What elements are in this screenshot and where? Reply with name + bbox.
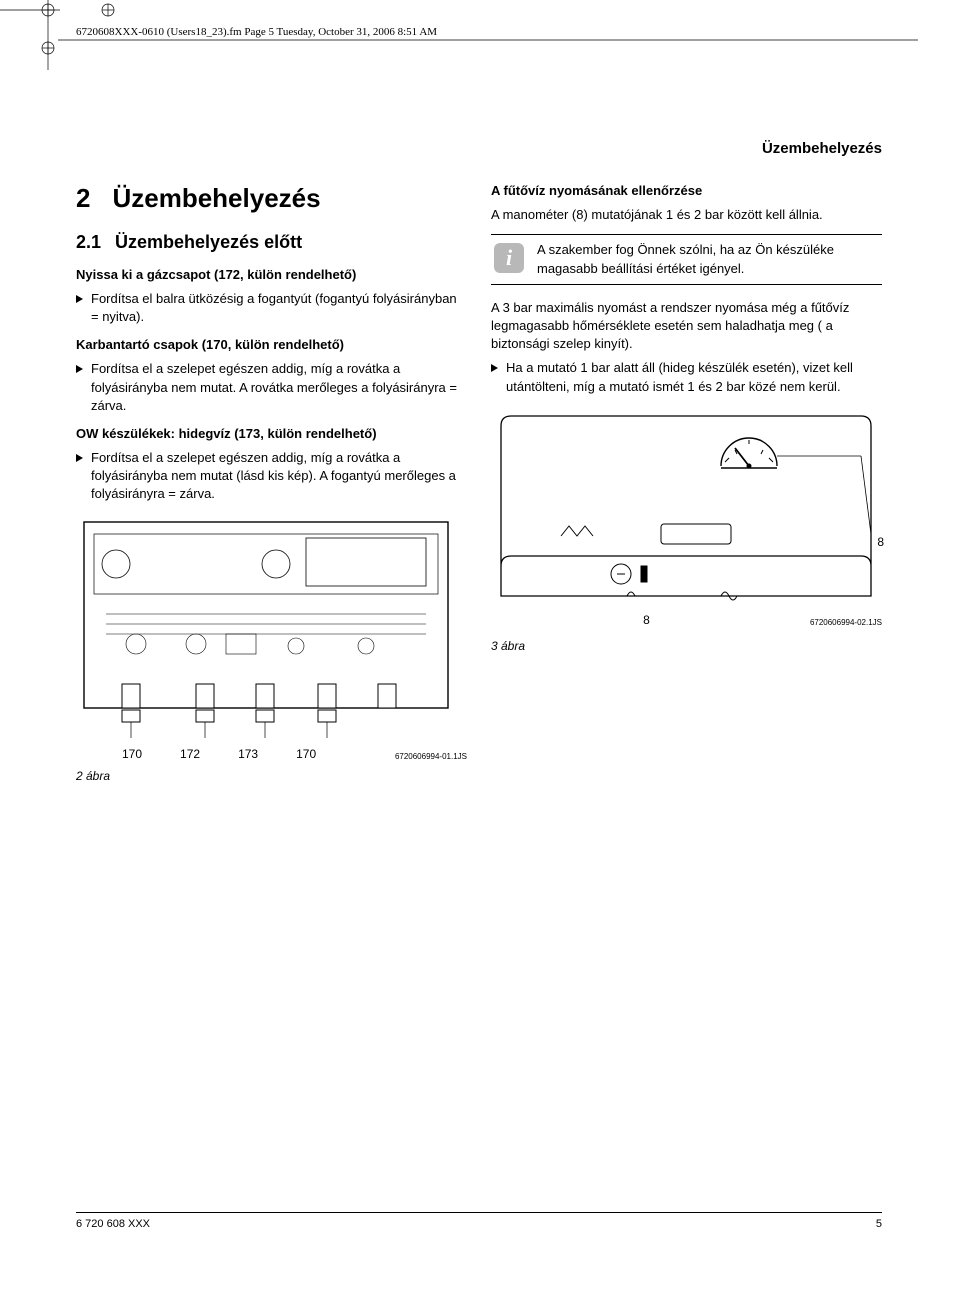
step-title: Karbantartó csapok (170, külön rendelhet…: [76, 336, 467, 354]
step-title: Nyissa ki a gázcsapot (172, külön rendel…: [76, 266, 467, 284]
instruction-text: Fordítsa el a szelepet egészen addig, mí…: [91, 449, 467, 504]
figure-caption: 2 ábra: [76, 768, 467, 785]
figure-caption: 3 ábra: [491, 638, 882, 655]
footer-doc-id: 6 720 608 XXX: [76, 1217, 150, 1232]
port-label: 170: [296, 746, 316, 763]
page-number: 5: [876, 1217, 882, 1232]
instruction-item: Fordítsa el a szelepet egészen addig, mí…: [76, 360, 467, 415]
bullet-icon: [491, 364, 498, 372]
port-labels: 170 172 173 170: [122, 746, 316, 763]
partial-id-left: 8: [643, 612, 650, 629]
boiler-connections-diagram: [76, 514, 456, 744]
instruction-text: Fordítsa el balra ütközésig a fogantyút …: [91, 290, 467, 326]
bullet-icon: [76, 295, 83, 303]
page-footer: 6 720 608 XXX 5: [76, 1212, 882, 1232]
body-text: A manométer (8) mutatójának 1 és 2 bar k…: [491, 206, 882, 224]
page-content: 2 Üzembehelyezés 2.1 Üzembehelyezés előt…: [76, 180, 882, 785]
port-label: 172: [180, 746, 200, 763]
port-label: 173: [238, 746, 258, 763]
callout-label-8: 8: [877, 534, 884, 551]
port-label: 170: [122, 746, 142, 763]
instruction-item: Fordítsa el a szelepet egészen addig, mí…: [76, 449, 467, 504]
info-icon: i: [494, 243, 524, 273]
section-title: Üzembehelyezés: [112, 180, 320, 216]
section-heading-2: 2.1 Üzembehelyezés előtt: [76, 230, 467, 255]
left-column: 2 Üzembehelyezés 2.1 Üzembehelyezés előt…: [76, 180, 467, 785]
info-text: A szakember fog Önnek szólni, ha az Ön k…: [537, 241, 882, 277]
subsection-title: Üzembehelyezés előtt: [115, 230, 302, 255]
subsection-number: 2.1: [76, 230, 101, 255]
instruction-text: Fordítsa el a szelepet egészen addig, mí…: [91, 360, 467, 415]
info-icon-wrap: i: [491, 241, 527, 277]
body-text: A 3 bar maximális nyomást a rendszer nyo…: [491, 299, 882, 354]
section-number: 2: [76, 180, 90, 216]
step-title: OW készülékek: hidegvíz (173, külön rend…: [76, 425, 467, 443]
step-title: A fűtővíz nyomásának ellenőrzése: [491, 182, 882, 200]
info-callout: i A szakember fog Önnek szólni, ha az Ön…: [491, 234, 882, 284]
bullet-icon: [76, 365, 83, 373]
figure-2: 170 172 173 170 6720606994-01.1JS 2 ábra: [76, 514, 467, 786]
control-panel-diagram: [491, 406, 881, 626]
running-header: Üzembehelyezés: [762, 138, 882, 159]
section-heading-1: 2 Üzembehelyezés: [76, 180, 467, 216]
instruction-item: Fordítsa el balra ütközésig a fogantyút …: [76, 290, 467, 326]
crop-marks: [0, 0, 130, 120]
right-column: A fűtővíz nyomásának ellenőrzése A manom…: [491, 180, 882, 785]
image-id: 6720606994-02.1JS: [810, 617, 882, 628]
image-id: 6720606994-01.1JS: [395, 751, 467, 762]
header-rule: [58, 38, 918, 46]
bullet-icon: [76, 454, 83, 462]
instruction-item: Ha a mutató 1 bar alatt áll (hideg készü…: [491, 359, 882, 395]
instruction-text: Ha a mutató 1 bar alatt áll (hideg készü…: [506, 359, 882, 395]
figure-3: 8 x 8 6720606994-02.1JS 3 ábra: [491, 406, 882, 656]
